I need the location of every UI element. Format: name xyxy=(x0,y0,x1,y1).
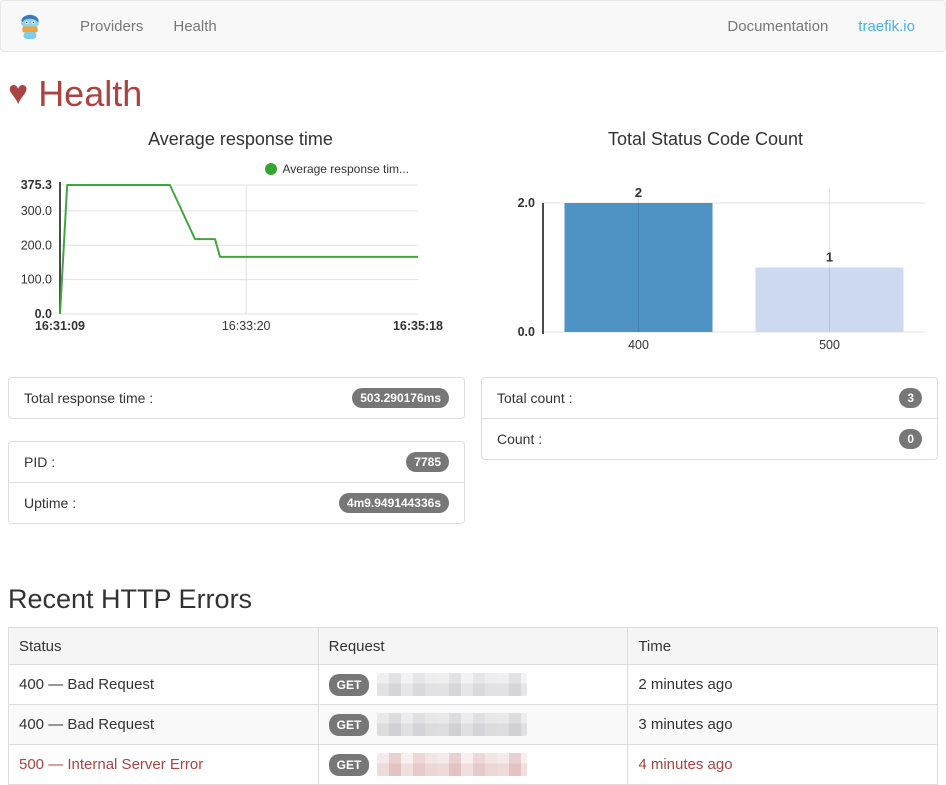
stats-row: Total response time : 503.290176ms PID :… xyxy=(8,377,938,546)
legend-dot-icon xyxy=(265,163,278,175)
stat-row-total-count: Total count : 3 xyxy=(482,378,937,418)
svg-text:16:31:09: 16:31:09 xyxy=(35,319,85,333)
chart-legend: Average response tim... xyxy=(8,161,409,177)
panel-counts: Total count : 3 Count : 0 xyxy=(481,377,938,460)
stat-value-badge: 3 xyxy=(899,388,922,408)
svg-text:300.0: 300.0 xyxy=(21,204,52,218)
redacted-request xyxy=(377,673,528,696)
panel-total-response-time: Total response time : 503.290176ms xyxy=(8,377,465,419)
navbar: Providers Health Documentation traefik.i… xyxy=(0,0,946,52)
stat-row-uptime: Uptime : 4m9.949144336s xyxy=(9,482,464,523)
column-header-status: Status xyxy=(8,627,319,665)
errors-table: Status Request Time 400 — Bad Request GE… xyxy=(8,627,938,785)
page-title: ♥ Health xyxy=(8,73,938,115)
response-time-line-chart: 0.0 100.0 200.0 300.0 375.3 16:31:09 16:33:20 1… xyxy=(21,179,443,333)
stat-label: Total count : xyxy=(497,390,573,406)
nav-link-documentation[interactable]: Documentation xyxy=(727,17,829,35)
page-content: ♥ Health Average response time Average r… xyxy=(0,73,946,785)
nav-link-providers[interactable]: Providers xyxy=(80,17,144,35)
method-badge: GET xyxy=(328,753,370,776)
chart-total-status-code-count: Total Status Code Count 2 400 1 500 0.0 2.0 xyxy=(473,121,938,357)
nav-link-health[interactable]: Health xyxy=(173,17,217,35)
stat-value-badge: 7785 xyxy=(406,452,449,472)
svg-text:500: 500 xyxy=(819,338,840,352)
panel-process-info: PID : 7785 Uptime : 4m9.949144336s xyxy=(8,441,465,524)
column-header-time: Time xyxy=(627,627,938,665)
stat-label: Total response time : xyxy=(24,390,154,406)
stat-value-badge: 503.290176ms xyxy=(352,388,449,408)
redacted-request xyxy=(377,713,528,736)
table-row: 500 — Internal Server Error GET 4 minute… xyxy=(8,744,938,785)
table-header-row: Status Request Time xyxy=(8,627,938,665)
status-code-bar-chart: 2 400 1 500 0.0 2.0 xyxy=(518,185,925,352)
request-cell: GET xyxy=(317,664,629,705)
svg-text:2: 2 xyxy=(635,185,642,200)
legend-label: Average response tim... xyxy=(282,162,409,176)
method-badge: GET xyxy=(328,673,370,696)
svg-text:375.3: 375.3 xyxy=(21,179,52,192)
svg-text:0.0: 0.0 xyxy=(518,325,535,339)
chart-title: Total Status Code Count xyxy=(607,129,804,149)
stat-label: PID : xyxy=(24,454,56,470)
status-cell: 500 — Internal Server Error xyxy=(8,744,319,785)
stat-value-badge: 0 xyxy=(899,429,922,449)
stat-label: Count : xyxy=(497,431,543,447)
stat-row-pid: PID : 7785 xyxy=(9,442,464,482)
stat-value-badge: 4m9.949144336s xyxy=(338,493,449,513)
errors-section-title: Recent HTTP Errors xyxy=(8,584,253,614)
svg-text:2.0: 2.0 xyxy=(518,196,535,210)
time-cell: 2 minutes ago xyxy=(627,664,938,705)
traefik-logo-icon[interactable] xyxy=(19,13,41,40)
stat-row-count: Count : 0 xyxy=(482,418,937,459)
request-cell: GET xyxy=(317,744,629,785)
request-cell: GET xyxy=(317,704,629,745)
svg-text:16:35:18: 16:35:18 xyxy=(393,319,443,333)
chart-average-response-time: Average response time Average response t… xyxy=(8,121,473,357)
page-title-text: Health xyxy=(38,73,143,114)
svg-text:200.0: 200.0 xyxy=(21,238,52,252)
nav-link-traefik-io[interactable]: traefik.io xyxy=(858,17,915,35)
stat-label: Uptime : xyxy=(24,495,77,511)
svg-text:1: 1 xyxy=(826,250,833,265)
time-cell: 3 minutes ago xyxy=(627,704,938,745)
svg-text:400: 400 xyxy=(628,338,649,352)
heart-icon: ♥ xyxy=(8,74,29,112)
table-row: 400 — Bad Request GET 2 minutes ago xyxy=(8,664,938,705)
status-cell: 400 — Bad Request xyxy=(8,664,319,705)
svg-text:0.0: 0.0 xyxy=(35,307,52,321)
table-row: 400 — Bad Request GET 3 minutes ago xyxy=(8,704,938,745)
redacted-request xyxy=(377,753,528,776)
time-cell: 4 minutes ago xyxy=(627,744,938,785)
chart-title: Average response time xyxy=(148,129,333,149)
column-header-request: Request xyxy=(317,627,629,665)
stat-row-total-response-time: Total response time : 503.290176ms xyxy=(9,378,464,418)
charts-row: Average response time Average response t… xyxy=(8,121,938,357)
svg-text:16:33:20: 16:33:20 xyxy=(222,319,271,333)
method-badge: GET xyxy=(328,713,370,736)
svg-text:100.0: 100.0 xyxy=(21,273,52,287)
status-cell: 400 — Bad Request xyxy=(8,704,319,745)
